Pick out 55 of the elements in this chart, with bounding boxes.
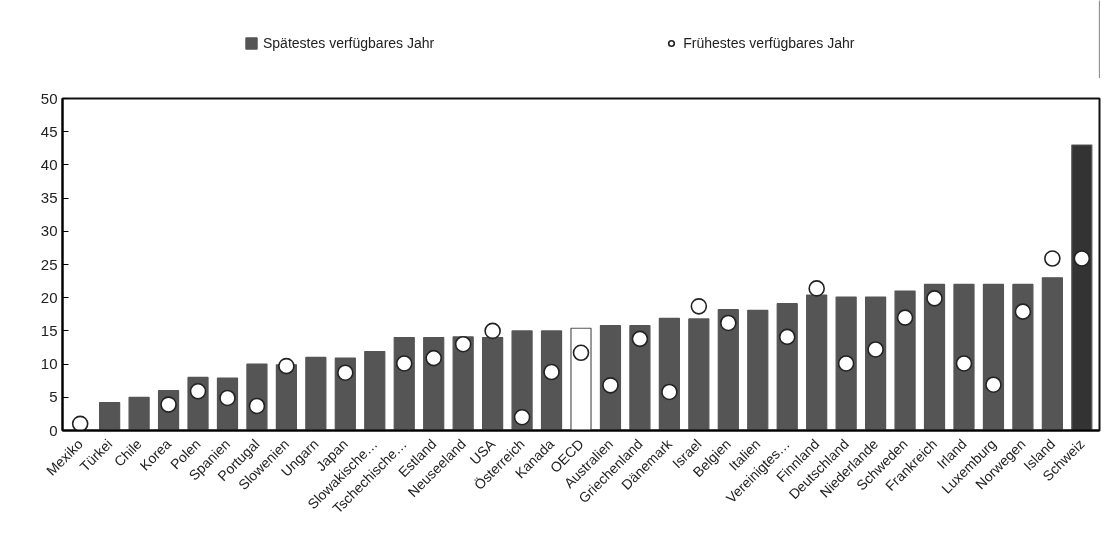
bar [894,290,916,431]
y-tick-label: 0 [49,421,58,439]
y-tick-label: 15 [40,321,58,339]
y-tick-label: 40 [40,155,58,173]
bar [982,283,1005,431]
point [602,377,619,394]
legend-label: Spätestes verfügbares Jahr [263,35,435,51]
bar [570,327,592,431]
point [395,355,413,372]
point [454,335,472,353]
bar [1071,144,1093,431]
point [896,309,914,326]
bar [364,350,386,431]
point [867,341,884,358]
bar [99,402,121,431]
legend-label: Frühestes verfügbares Jahr [683,35,855,51]
point [661,383,678,401]
y-tick-label: 35 [40,189,58,207]
y-tick-label: 50 [40,89,58,107]
point [837,355,855,372]
point [278,357,295,375]
bar [688,318,710,431]
y-tick-label: 25 [40,255,58,273]
bar [599,324,622,431]
point [248,397,266,415]
point [955,355,973,372]
point [778,328,796,346]
bar [1012,283,1034,431]
point [720,314,737,332]
bar [864,296,887,431]
point [425,349,442,367]
y-tick-label: 20 [40,288,58,306]
point [1014,303,1032,320]
y-tick-label: 10 [40,355,58,373]
bar [1041,277,1063,431]
y-tick-label: 5 [49,388,58,406]
y-tick-label: 45 [40,122,58,140]
bar [806,294,828,431]
bar [482,336,504,431]
point [189,383,207,400]
bar [923,283,946,431]
bar [305,356,327,431]
bar [953,283,975,431]
point [985,376,1002,393]
y-tick-label: 30 [40,222,58,240]
point [543,363,560,381]
bar [717,309,739,431]
bar [835,296,857,431]
bar [747,309,769,431]
bar [658,317,680,431]
point [337,364,354,382]
point [926,290,943,307]
point [1073,250,1091,267]
bar [776,303,798,431]
bar [128,396,150,431]
